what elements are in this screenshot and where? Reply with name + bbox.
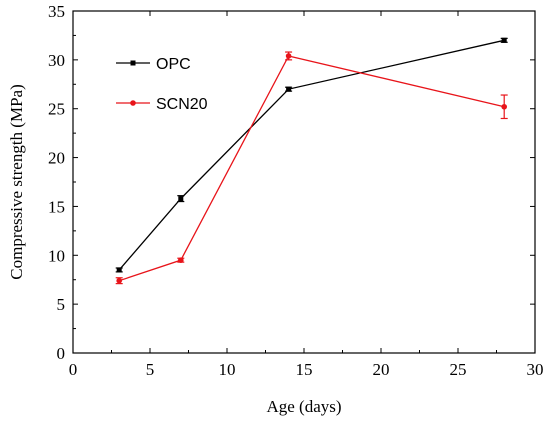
x-axis: 0 5 10 15 20 25 30 <box>69 11 544 379</box>
y-tick-label: 15 <box>48 197 65 216</box>
x-tick-label: 10 <box>219 360 236 379</box>
y-tick-label: 0 <box>57 344 66 363</box>
y-tick-label: 25 <box>48 100 65 119</box>
legend-item-opc: OPC <box>116 56 191 73</box>
legend-item-scn20: SCN20 <box>116 96 208 113</box>
legend-label: OPC <box>156 56 191 73</box>
x-tick-label: 0 <box>69 360 78 379</box>
data-point <box>116 267 122 273</box>
data-point <box>501 37 507 43</box>
legend-label: SCN20 <box>156 96 208 113</box>
y-axis-label: Compressive strength (MPa) <box>7 84 26 279</box>
series-line <box>118 55 505 282</box>
series-opc <box>115 37 508 273</box>
x-tick-label: 25 <box>450 360 467 379</box>
y-tick-label: 10 <box>48 246 65 265</box>
legend-marker <box>130 100 136 106</box>
data-point <box>501 103 508 110</box>
y-tick-label: 5 <box>57 295 66 314</box>
series-layer <box>115 37 508 285</box>
y-tick-label: 35 <box>48 2 65 21</box>
x-tick-label: 30 <box>527 360 544 379</box>
data-point <box>178 257 184 263</box>
legend-marker <box>130 60 136 66</box>
y-tick-label: 20 <box>48 149 65 168</box>
plot-area <box>72 10 536 354</box>
x-tick-label: 20 <box>373 360 390 379</box>
data-point <box>285 53 292 59</box>
data-point <box>178 196 184 202</box>
series-scn20 <box>115 51 508 285</box>
x-tick-label: 5 <box>146 360 155 379</box>
y-tick-label: 30 <box>48 51 65 70</box>
data-point <box>286 86 292 92</box>
x-tick-label: 15 <box>296 360 313 379</box>
series-line <box>118 39 505 271</box>
x-axis-label: Age (days) <box>266 397 341 416</box>
plot-frame <box>72 10 536 354</box>
y-axis: 0 5 10 15 20 25 30 35 <box>48 2 535 363</box>
data-point <box>116 277 122 284</box>
legend: OPC SCN20 <box>116 56 208 113</box>
